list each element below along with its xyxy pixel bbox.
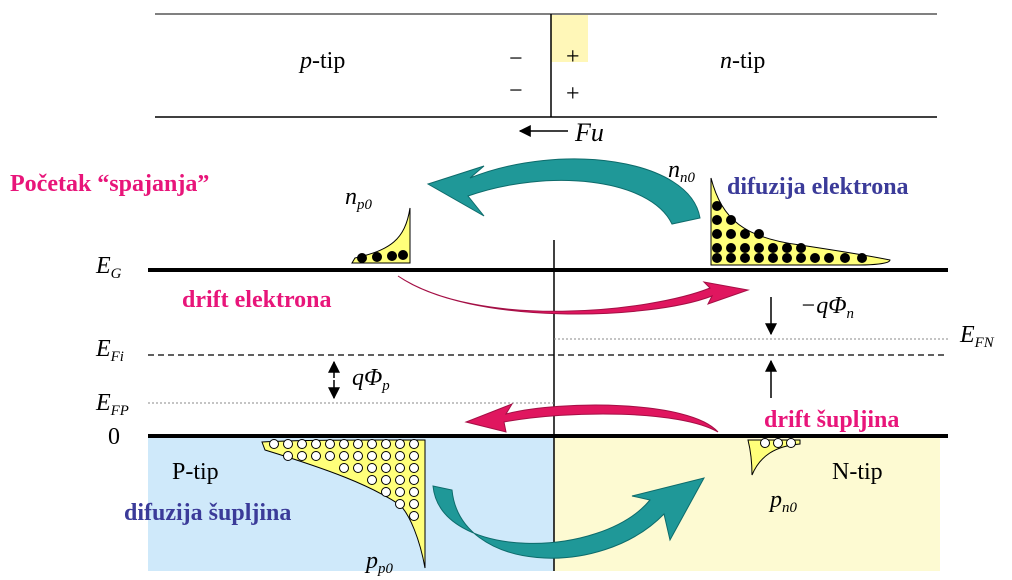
phi-n-main: −qΦ <box>800 293 847 319</box>
n-region-bg <box>554 436 940 571</box>
nn0-label: nn0 <box>668 158 695 186</box>
pp0-holes <box>269 439 419 521</box>
junction-highlight <box>551 14 588 62</box>
force-label: Fu <box>575 120 604 146</box>
n-type-label: n-tip <box>720 48 766 74</box>
eg-label: EG <box>96 254 121 282</box>
p-type-suffix: -tip <box>312 48 346 74</box>
efi-label: EFi <box>96 337 124 365</box>
nn0-electrons <box>712 201 867 263</box>
p-type-label: p-tip <box>300 48 346 74</box>
phi-p-sub: p <box>382 378 390 395</box>
n-region-label: N-tip <box>832 459 883 485</box>
pp0-sub: p0 <box>378 561 393 578</box>
diffusion-holes-label: difuzija šupljina <box>124 500 292 526</box>
force-sub: u <box>590 118 604 147</box>
efp-main: E <box>96 390 111 416</box>
n-type-suffix: -tip <box>732 48 766 74</box>
pn0-sub: n0 <box>782 500 797 517</box>
efn-label: EFN <box>960 323 994 351</box>
efp-sub: FP <box>110 403 129 420</box>
np0-label: np0 <box>345 185 372 213</box>
pn0-main: p <box>770 487 782 513</box>
p-region-label: P-tip <box>172 459 219 485</box>
pn0-label: pn0 <box>770 488 797 516</box>
nn0-main: n <box>668 157 680 183</box>
drift-holes-label: drift šupljina <box>764 407 900 433</box>
plus-charge-1: + <box>566 44 580 70</box>
phi-p-main: qΦ <box>352 365 383 391</box>
pn0-holes <box>760 438 796 448</box>
eg-sub: G <box>110 266 122 283</box>
efi-main: E <box>96 336 111 362</box>
minus-charge-2: − <box>509 78 523 104</box>
np0-sub: p0 <box>357 197 372 214</box>
electron-diffusion-arrow <box>426 158 701 225</box>
nn0-sub: n0 <box>680 170 695 187</box>
force-main: F <box>575 118 591 147</box>
hole-diffusion-arrow <box>432 477 705 559</box>
efi-sub: Fi <box>110 349 124 366</box>
phi-n-label: −qΦn <box>800 294 854 322</box>
phi-n-sub: n <box>846 306 854 323</box>
efn-main: E <box>960 322 975 348</box>
electron-drift-arrow <box>397 275 750 315</box>
page-title: Početak “spajanja” <box>10 171 210 197</box>
plus-charge-2: + <box>566 81 580 107</box>
zero-label: 0 <box>108 424 120 450</box>
np0-main: n <box>345 184 357 210</box>
pp0-label: pp0 <box>366 549 393 577</box>
eg-main: E <box>96 253 111 279</box>
phi-p-label: qΦp <box>352 366 390 394</box>
nn0-distribution <box>710 177 891 266</box>
np0-electrons <box>357 250 408 263</box>
pp0-main: p <box>366 548 378 574</box>
minus-charge-1: − <box>509 46 523 72</box>
drift-electrons-label: drift elektrona <box>182 287 332 313</box>
hole-drift-arrow <box>464 403 719 433</box>
efn-sub: FN <box>974 335 994 352</box>
diffusion-electrons-label: difuzija elektrona <box>727 174 909 200</box>
efp-label: EFP <box>96 391 129 419</box>
